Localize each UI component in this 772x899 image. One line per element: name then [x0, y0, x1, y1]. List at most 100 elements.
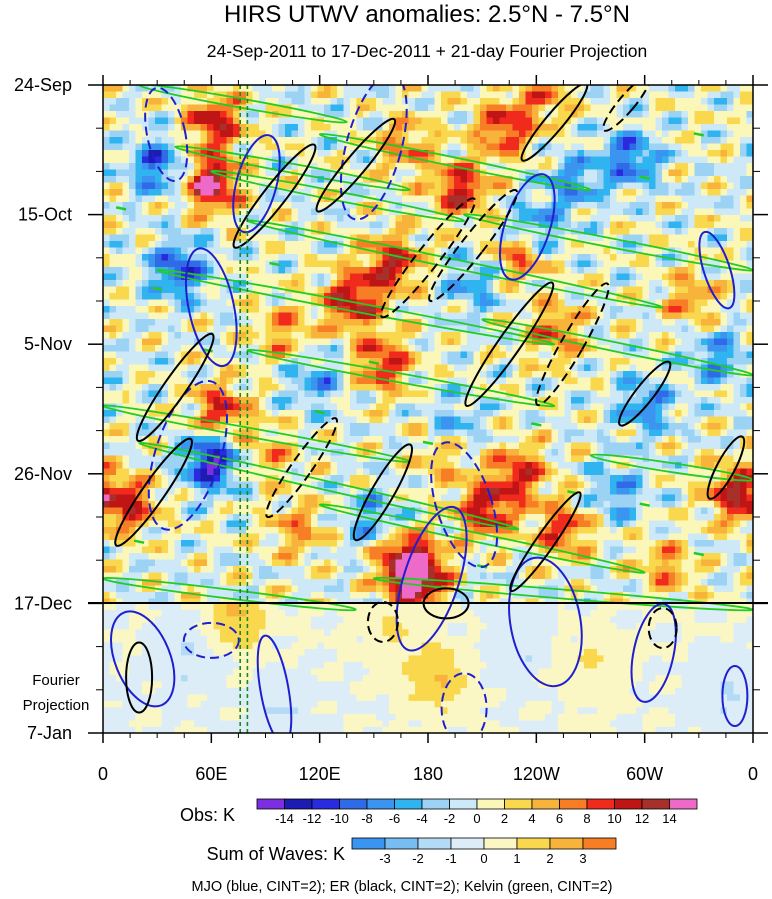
obs-cell — [311, 390, 319, 398]
obs-cell — [350, 195, 358, 203]
obs-cell — [298, 377, 306, 385]
obs-cell — [402, 312, 410, 320]
obs-cell — [356, 182, 364, 190]
obs-cell — [525, 286, 533, 294]
obs-cell — [733, 202, 741, 210]
obs-cell — [122, 221, 130, 229]
obs-cell — [129, 150, 137, 158]
obs-cell — [590, 351, 598, 359]
obs-cell — [551, 332, 559, 340]
obs-cell — [389, 241, 397, 249]
obs-cell — [662, 345, 670, 353]
obs-cell — [122, 267, 130, 275]
obs-cell — [356, 176, 364, 184]
obs-cell — [122, 117, 130, 125]
obs-cell — [480, 364, 488, 372]
obs-cell — [733, 280, 741, 288]
obs-cell — [220, 345, 228, 353]
obs-cell — [350, 286, 358, 294]
obs-cell — [350, 390, 358, 398]
obs-cell — [220, 241, 228, 249]
obs-cell — [636, 247, 644, 255]
obs-cell — [324, 137, 332, 145]
obs-cell — [363, 351, 371, 359]
obs-cell — [356, 124, 364, 132]
obs-cell — [499, 202, 507, 210]
obs-cell — [525, 397, 533, 405]
obs-cell — [616, 124, 624, 132]
obs-cell — [564, 286, 572, 294]
obs-cell — [304, 345, 312, 353]
obs-cell — [441, 267, 449, 275]
obs-cell — [571, 377, 579, 385]
obs-cell — [376, 397, 384, 405]
obs-cell — [278, 273, 286, 281]
obs-cell — [629, 137, 637, 145]
obs-cell — [187, 202, 195, 210]
obs-cell — [480, 124, 488, 132]
obs-cell — [655, 299, 663, 307]
obs-cell — [116, 247, 124, 255]
obs-cell — [187, 130, 195, 138]
obs-cell — [655, 397, 663, 405]
obs-cell — [538, 260, 546, 268]
obs-cell — [187, 390, 195, 398]
obs-cell — [558, 371, 566, 379]
obs-cell — [473, 312, 481, 320]
obs-cell — [733, 397, 741, 405]
obs-cell — [675, 176, 683, 184]
obs-cell — [551, 85, 559, 93]
obs-cell — [428, 273, 436, 281]
obs-cell — [395, 130, 403, 138]
obs-cell — [343, 260, 351, 268]
obs-cell — [161, 137, 169, 145]
obs-cell — [545, 215, 553, 223]
obs-cell — [278, 306, 286, 314]
obs-cell — [181, 111, 189, 119]
obs-cell — [226, 338, 234, 346]
obs-cell — [662, 332, 670, 340]
obs-cell — [200, 306, 208, 314]
obs-cell — [681, 104, 689, 112]
obs-cell — [402, 163, 410, 171]
obs-cell — [714, 286, 722, 294]
obs-cell — [564, 221, 572, 229]
obs-cell — [272, 150, 280, 158]
obs-cell — [662, 312, 670, 320]
obs-cell — [597, 273, 605, 281]
obs-cell — [135, 293, 143, 301]
obs-cell — [434, 163, 442, 171]
obs-cell — [246, 390, 254, 398]
obs-cell — [675, 403, 683, 411]
obs-cell — [707, 91, 715, 99]
obs-cell — [148, 384, 156, 392]
obs-cell — [259, 397, 267, 405]
obs-cell — [662, 390, 670, 398]
obs-cell — [311, 319, 319, 327]
obs-cell — [324, 85, 332, 93]
obs-cell — [220, 228, 228, 236]
obs-cell — [590, 156, 598, 164]
obs-cell — [174, 234, 182, 242]
obs-cell — [623, 221, 631, 229]
obs-cell — [727, 221, 735, 229]
obs-cell — [174, 403, 182, 411]
obs-cell — [272, 195, 280, 203]
obs-cell — [395, 241, 403, 249]
obs-cell — [551, 254, 559, 262]
obs-cell — [194, 234, 202, 242]
obs-cell — [727, 371, 735, 379]
obs-cell — [681, 91, 689, 99]
obs-cell — [480, 195, 488, 203]
obs-cell — [454, 221, 462, 229]
obs-cell — [311, 91, 319, 99]
obs-cell — [291, 371, 299, 379]
obs-cell — [155, 325, 163, 333]
obs-cell — [473, 267, 481, 275]
obs-cell — [421, 91, 429, 99]
obs-cell — [389, 137, 397, 145]
obs-cell — [473, 150, 481, 158]
obs-cell — [493, 176, 501, 184]
obs-cell — [649, 280, 657, 288]
obs-cell — [467, 215, 475, 223]
